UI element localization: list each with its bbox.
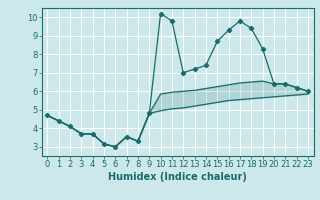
- X-axis label: Humidex (Indice chaleur): Humidex (Indice chaleur): [108, 172, 247, 182]
